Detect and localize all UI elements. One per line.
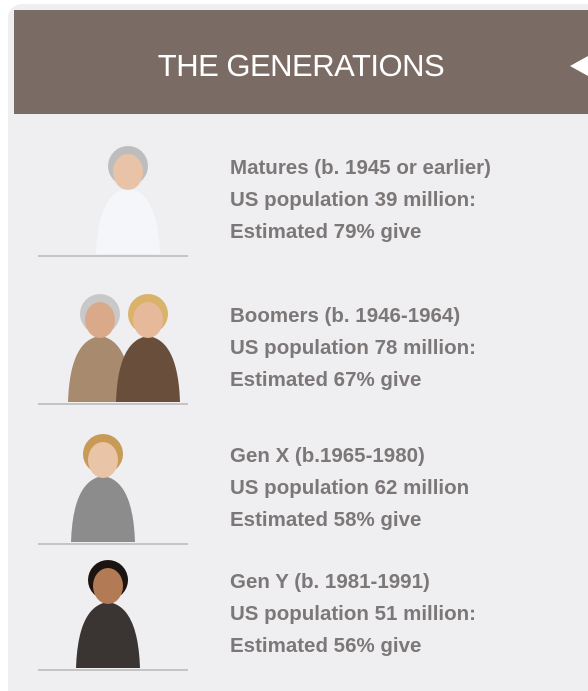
person-face — [88, 442, 118, 478]
person-face — [113, 154, 143, 190]
page: {"header": {"title": "THE GENERATIONS"},… — [0, 0, 588, 691]
person-body — [71, 476, 135, 542]
panel: THE GENERATIONS Matures (b. 1945 or earl… — [8, 4, 588, 691]
person-face — [93, 568, 123, 604]
generation-line: US population 78 million: — [230, 336, 476, 360]
generation-line: US population 51 million: — [230, 602, 476, 626]
generation-line: Estimated 56% give — [230, 634, 421, 658]
person-body — [76, 602, 140, 668]
generation-line: Estimated 67% give — [230, 368, 421, 392]
person-body — [96, 188, 160, 254]
generation-line: Gen Y (b. 1981-1991) — [230, 570, 430, 594]
person-face — [133, 302, 163, 338]
generation-line: US population 39 million: — [230, 188, 476, 212]
generation-line: Matures (b. 1945 or earlier) — [230, 156, 491, 180]
generation-line: Gen X (b.1965-1980) — [230, 444, 425, 468]
generation-line: US population 62 million — [230, 476, 469, 500]
generation-line: Estimated 58% give — [230, 508, 421, 532]
generation-line: Estimated 79% give — [230, 220, 421, 244]
person-face — [85, 302, 115, 338]
person-body — [116, 336, 180, 402]
generation-line: Boomers (b. 1946-1964) — [230, 304, 460, 328]
